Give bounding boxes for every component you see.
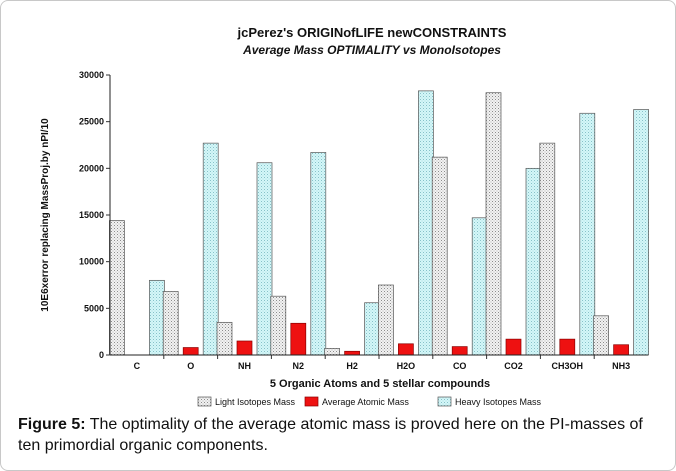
y-tick-label: 10000 [79,257,104,267]
bar-heavy-isotopes-mass [471,217,488,356]
bar-average-atomic-mass [290,322,307,356]
bar-heavy-isotopes-mass [310,152,327,356]
x-tick-label: CO2 [504,361,523,371]
y-tick-label: 25000 [79,117,104,127]
y-tick-label: 20000 [79,163,104,173]
caption-text: The optimality of the average atomic mas… [18,416,643,454]
x-tick-label: H2O [397,361,416,371]
bar-light-isotopes-mass [485,92,502,356]
bar-light-isotopes-mass [431,156,448,356]
x-axis: C O NH N2 H2 H2O CO CO2 CH3OH NH3 [134,355,630,371]
x-axis-label: 5 Organic Atoms and 5 stellar compounds [270,378,490,390]
bar-average-atomic-mass [505,338,522,356]
bar-heavy-isotopes-mass [149,279,165,356]
figure-caption: Figure 5: The optimality of the average … [18,414,668,456]
bar-light-isotopes-mass [216,321,233,356]
x-tick-label: C [134,361,141,371]
y-tick-label: 5000 [84,303,104,313]
caption-label: Figure 5: [18,416,86,433]
legend-label: Average Atomic Mass [322,397,409,407]
x-tick-label: CH3OH [552,361,584,371]
x-tick-label: CO [453,361,467,371]
bar-average-atomic-mass [236,340,253,356]
bar-average-atomic-mass [559,338,576,356]
bar-heavy-isotopes-mass [202,142,219,356]
y-tick-label: 30000 [79,70,104,80]
bar-heavy-isotopes-mass [525,167,542,356]
chart-title: jcPerez's ORIGINofLIFE newCONSTRAINTS [237,25,507,40]
legend-label: Light Isotopes Mass [215,397,296,407]
bar-average-atomic-mass [182,347,199,356]
bar-average-atomic-mass [344,350,360,356]
legend-swatch [304,396,319,407]
x-tick-label: H2 [346,361,358,371]
legend-label: Heavy Isotopes Mass [455,397,542,407]
bar-average-atomic-mass [613,344,629,356]
x-tick-label: N2 [293,361,305,371]
y-tick-label: 0 [99,350,104,360]
bar-heavy-isotopes-mass [579,112,596,356]
x-tick-label: NH [238,361,251,371]
bar-light-isotopes-mass [378,284,394,356]
y-tick-label: 15000 [79,210,104,220]
legend: Light Isotopes Mass Average Atomic Mass He… [197,396,542,407]
bar-heavy-isotopes-mass [364,302,380,356]
bar-light-isotopes-mass [109,220,125,356]
bar-chart: jcPerez's ORIGINofLIFE newCONSTRAINTS Av… [40,25,649,407]
chart-subtitle: Average Mass OPTIMALITY vs MonoIsotopes [242,43,501,57]
axis-lines [109,75,648,356]
bar-light-isotopes-mass [593,315,609,356]
bar-light-isotopes-mass [162,291,179,356]
bar-heavy-isotopes-mass [256,162,273,356]
bar-light-isotopes-mass [324,348,340,356]
bar-heavy-isotopes-mass [418,90,434,356]
legend-swatch [197,396,212,407]
legend-swatch [437,396,452,407]
y-axis: 0 5000 10000 15000 20000 25000 30000 [79,70,110,360]
bar-light-isotopes-mass [539,142,556,356]
bars [109,90,649,356]
x-tick-label: NH3 [612,361,630,371]
bar-heavy-isotopes-mass [633,109,649,356]
y-axis-label: 10E6xerror replacing MassProj.by nPI/10 [40,118,51,312]
bar-average-atomic-mass [398,343,414,356]
x-tick-label: O [187,361,194,371]
bar-light-isotopes-mass [270,295,287,356]
bar-average-atomic-mass [451,346,468,356]
